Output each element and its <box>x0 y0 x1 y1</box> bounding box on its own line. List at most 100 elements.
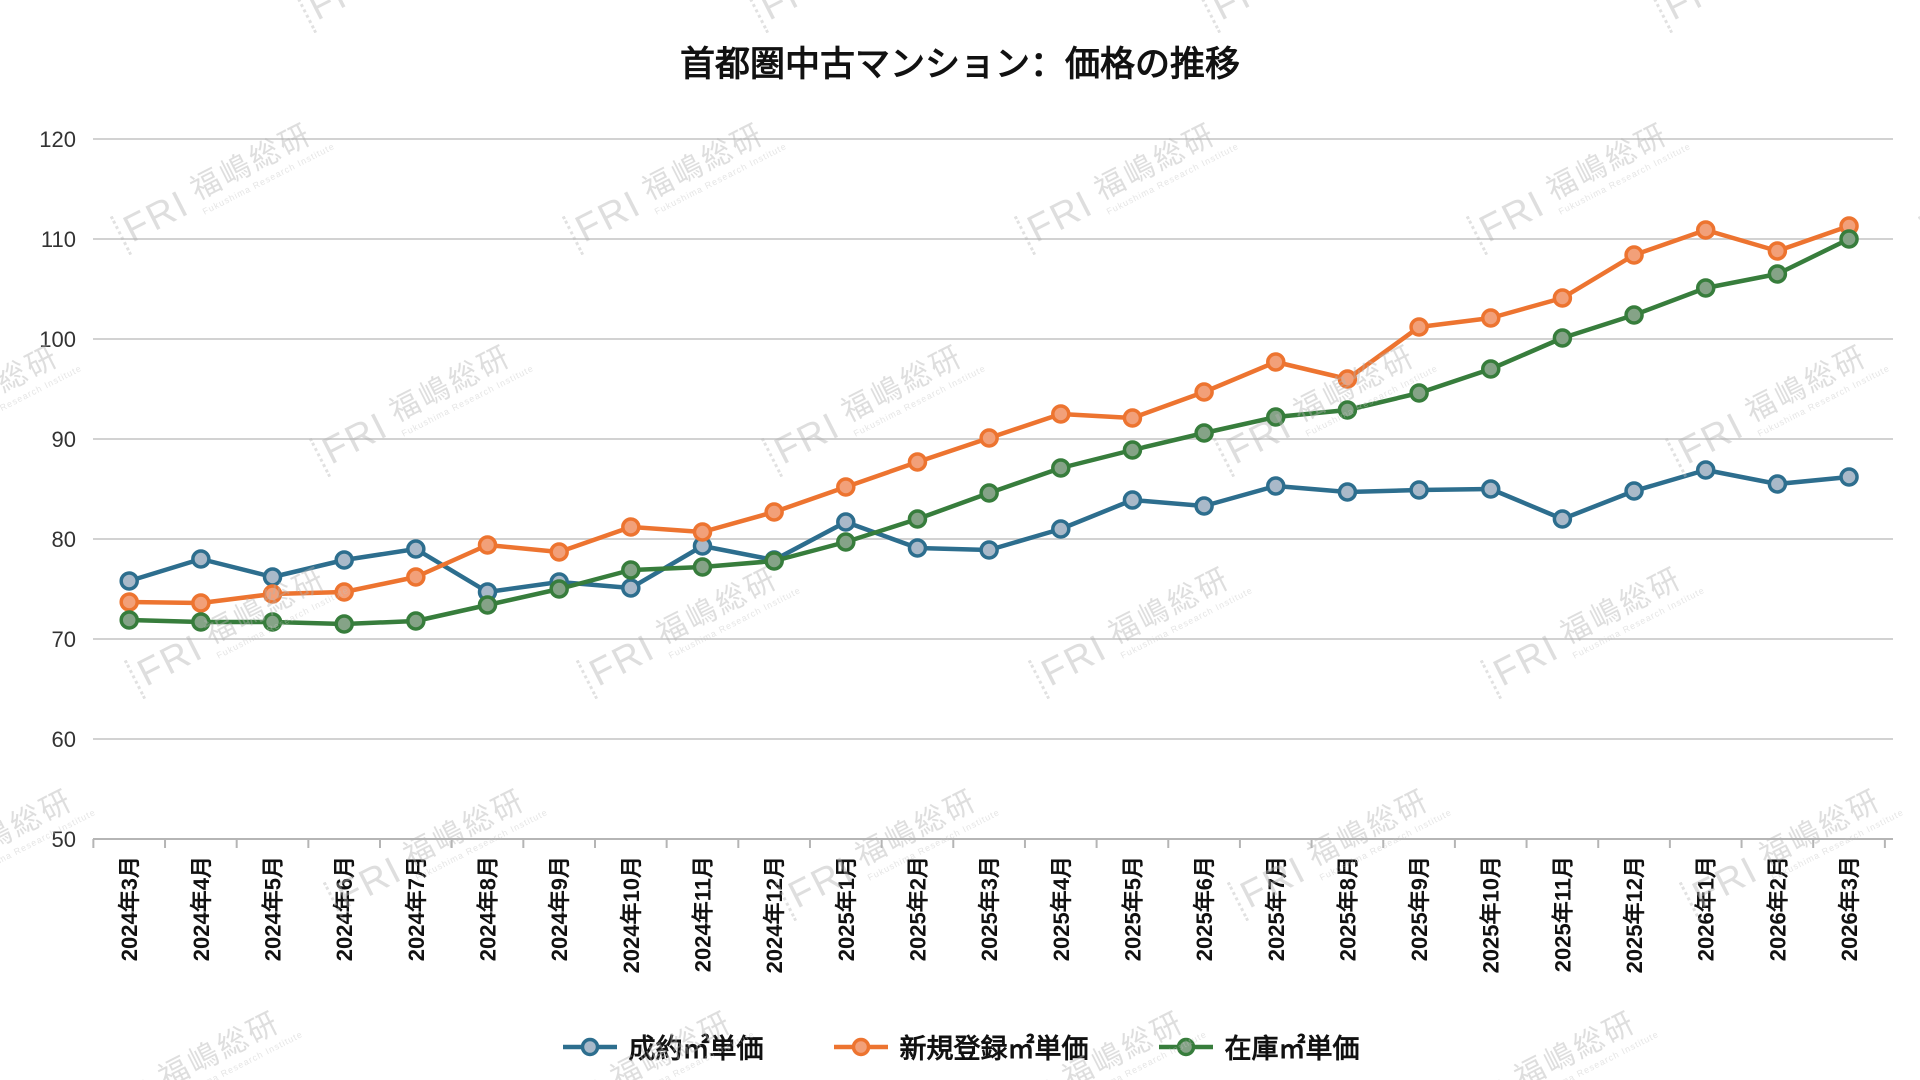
y-tick-label: 110 <box>41 227 76 252</box>
legend-item-在庫㎡単価[interactable]: 在庫㎡単価 <box>1157 1027 1360 1066</box>
data-point-成約㎡単価[interactable] <box>1409 480 1429 500</box>
data-point-成約㎡単価[interactable] <box>1839 467 1859 487</box>
legend-label: 在庫㎡単価 <box>1224 1034 1360 1064</box>
chart-legend: 成約㎡単価 新規登録㎡単価 在庫㎡単価 <box>0 1027 1920 1066</box>
data-point-新規登録㎡単価[interactable] <box>1194 382 1214 402</box>
data-point-在庫㎡単価[interactable] <box>1552 328 1573 348</box>
data-point-成約㎡単価[interactable] <box>1051 519 1071 539</box>
data-point-在庫㎡単価[interactable] <box>191 612 211 632</box>
data-point-新規登録㎡単価[interactable] <box>907 452 928 472</box>
legend-marker-icon <box>562 1037 617 1056</box>
data-point-在庫㎡単価[interactable] <box>1266 407 1286 427</box>
x-category-label: 2025年2月 <box>905 856 930 961</box>
data-point-新規登録㎡単価[interactable] <box>1552 288 1573 308</box>
x-category-label: 2024年4月 <box>189 856 214 961</box>
data-point-在庫㎡単価[interactable] <box>549 579 569 599</box>
data-point-新規登録㎡単価[interactable] <box>1480 308 1501 328</box>
y-tick-label: 100 <box>39 327 76 352</box>
data-point-新規登録㎡単価[interactable] <box>549 542 569 562</box>
data-point-成約㎡単価[interactable] <box>1695 460 1716 480</box>
data-point-成約㎡単価[interactable] <box>334 550 354 570</box>
data-point-在庫㎡単価[interactable] <box>621 560 641 580</box>
data-point-成約㎡単価[interactable] <box>1337 482 1358 502</box>
x-category-label: 2024年7月 <box>404 856 429 961</box>
data-point-在庫㎡単価[interactable] <box>1624 305 1644 325</box>
data-point-在庫㎡単価[interactable] <box>334 614 354 634</box>
data-point-在庫㎡単価[interactable] <box>764 551 784 571</box>
data-point-新規登録㎡単価[interactable] <box>119 592 139 612</box>
data-point-新規登録㎡単価[interactable] <box>1051 404 1071 424</box>
x-category-label: 2024年6月 <box>332 856 357 961</box>
data-point-在庫㎡単価[interactable] <box>1839 229 1859 249</box>
data-point-在庫㎡単価[interactable] <box>1194 423 1214 443</box>
x-category-label: 2025年3月 <box>977 856 1002 961</box>
x-category-label: 2024年11月 <box>690 856 715 972</box>
data-point-新規登録㎡単価[interactable] <box>1624 245 1644 265</box>
data-point-成約㎡単価[interactable] <box>1624 481 1644 501</box>
data-point-在庫㎡単価[interactable] <box>1337 400 1358 420</box>
data-point-在庫㎡単価[interactable] <box>119 610 139 630</box>
legend-label: 新規登録㎡単価 <box>899 1034 1089 1064</box>
y-tick-label: 90 <box>52 427 76 452</box>
data-point-新規登録㎡単価[interactable] <box>191 593 211 613</box>
data-point-在庫㎡単価[interactable] <box>1695 278 1716 298</box>
data-point-在庫㎡単価[interactable] <box>836 532 856 552</box>
data-point-在庫㎡単価[interactable] <box>1051 458 1071 478</box>
data-point-新規登録㎡単価[interactable] <box>477 535 498 555</box>
x-category-label: 2025年4月 <box>1049 856 1074 961</box>
data-point-新規登録㎡単価[interactable] <box>1767 241 1788 261</box>
x-category-label: 2025年7月 <box>1264 856 1289 961</box>
data-point-新規登録㎡単価[interactable] <box>1266 352 1286 372</box>
data-point-成約㎡単価[interactable] <box>1122 490 1143 510</box>
data-point-在庫㎡単価[interactable] <box>477 595 498 615</box>
x-category-label: 2024年3月 <box>117 856 142 961</box>
data-point-成約㎡単価[interactable] <box>1552 509 1573 529</box>
data-point-在庫㎡単価[interactable] <box>262 612 283 632</box>
x-category-label: 2024年12月 <box>762 856 787 973</box>
x-category-label: 2025年11月 <box>1550 856 1575 972</box>
data-point-成約㎡単価[interactable] <box>621 578 641 598</box>
data-point-新規登録㎡単価[interactable] <box>1409 317 1429 337</box>
data-point-成約㎡単価[interactable] <box>1480 479 1501 499</box>
data-point-在庫㎡単価[interactable] <box>1122 440 1143 460</box>
data-point-成約㎡単価[interactable] <box>836 512 856 532</box>
x-category-label: 2025年1月 <box>834 856 859 961</box>
x-category-label: 2026年2月 <box>1765 856 1790 961</box>
data-point-在庫㎡単価[interactable] <box>1480 359 1501 379</box>
data-point-成約㎡単価[interactable] <box>191 549 211 569</box>
data-point-成約㎡単価[interactable] <box>979 540 999 560</box>
data-point-新規登録㎡単価[interactable] <box>262 584 283 604</box>
data-point-新規登録㎡単価[interactable] <box>1695 220 1716 240</box>
x-category-label: 2025年10月 <box>1479 856 1504 973</box>
x-category-label: 2025年8月 <box>1335 856 1360 961</box>
data-point-在庫㎡単価[interactable] <box>692 557 713 577</box>
data-point-成約㎡単価[interactable] <box>1767 474 1788 494</box>
data-point-在庫㎡単価[interactable] <box>1409 383 1429 403</box>
data-point-成約㎡単価[interactable] <box>406 539 426 559</box>
data-point-在庫㎡単価[interactable] <box>406 611 426 631</box>
data-point-成約㎡単価[interactable] <box>907 538 928 558</box>
data-point-成約㎡単価[interactable] <box>119 571 139 591</box>
data-point-新規登録㎡単価[interactable] <box>334 582 354 602</box>
data-point-新規登録㎡単価[interactable] <box>1122 408 1143 428</box>
y-tick-label: 80 <box>52 527 76 552</box>
y-tick-label: 60 <box>52 727 76 752</box>
data-point-新規登録㎡単価[interactable] <box>1337 369 1358 389</box>
data-point-成約㎡単価[interactable] <box>262 567 283 587</box>
data-point-在庫㎡単価[interactable] <box>907 509 928 529</box>
data-point-新規登録㎡単価[interactable] <box>836 477 856 497</box>
legend-item-新規登録㎡単価[interactable]: 新規登録㎡単価 <box>832 1027 1089 1066</box>
x-category-label: 2025年9月 <box>1407 856 1432 961</box>
legend-item-成約㎡単価[interactable]: 成約㎡単価 <box>561 1027 764 1066</box>
data-point-新規登録㎡単価[interactable] <box>692 522 713 542</box>
x-category-label: 2024年5月 <box>261 856 286 961</box>
data-point-新規登録㎡単価[interactable] <box>406 567 426 587</box>
data-point-在庫㎡単価[interactable] <box>1767 264 1788 284</box>
legend-marker-icon <box>1158 1037 1213 1056</box>
data-point-新規登録㎡単価[interactable] <box>979 428 999 448</box>
data-point-在庫㎡単価[interactable] <box>979 483 999 503</box>
data-point-新規登録㎡単価[interactable] <box>621 517 641 537</box>
data-point-新規登録㎡単価[interactable] <box>764 502 784 522</box>
data-point-成約㎡単価[interactable] <box>1194 496 1214 516</box>
data-point-成約㎡単価[interactable] <box>1266 476 1286 496</box>
